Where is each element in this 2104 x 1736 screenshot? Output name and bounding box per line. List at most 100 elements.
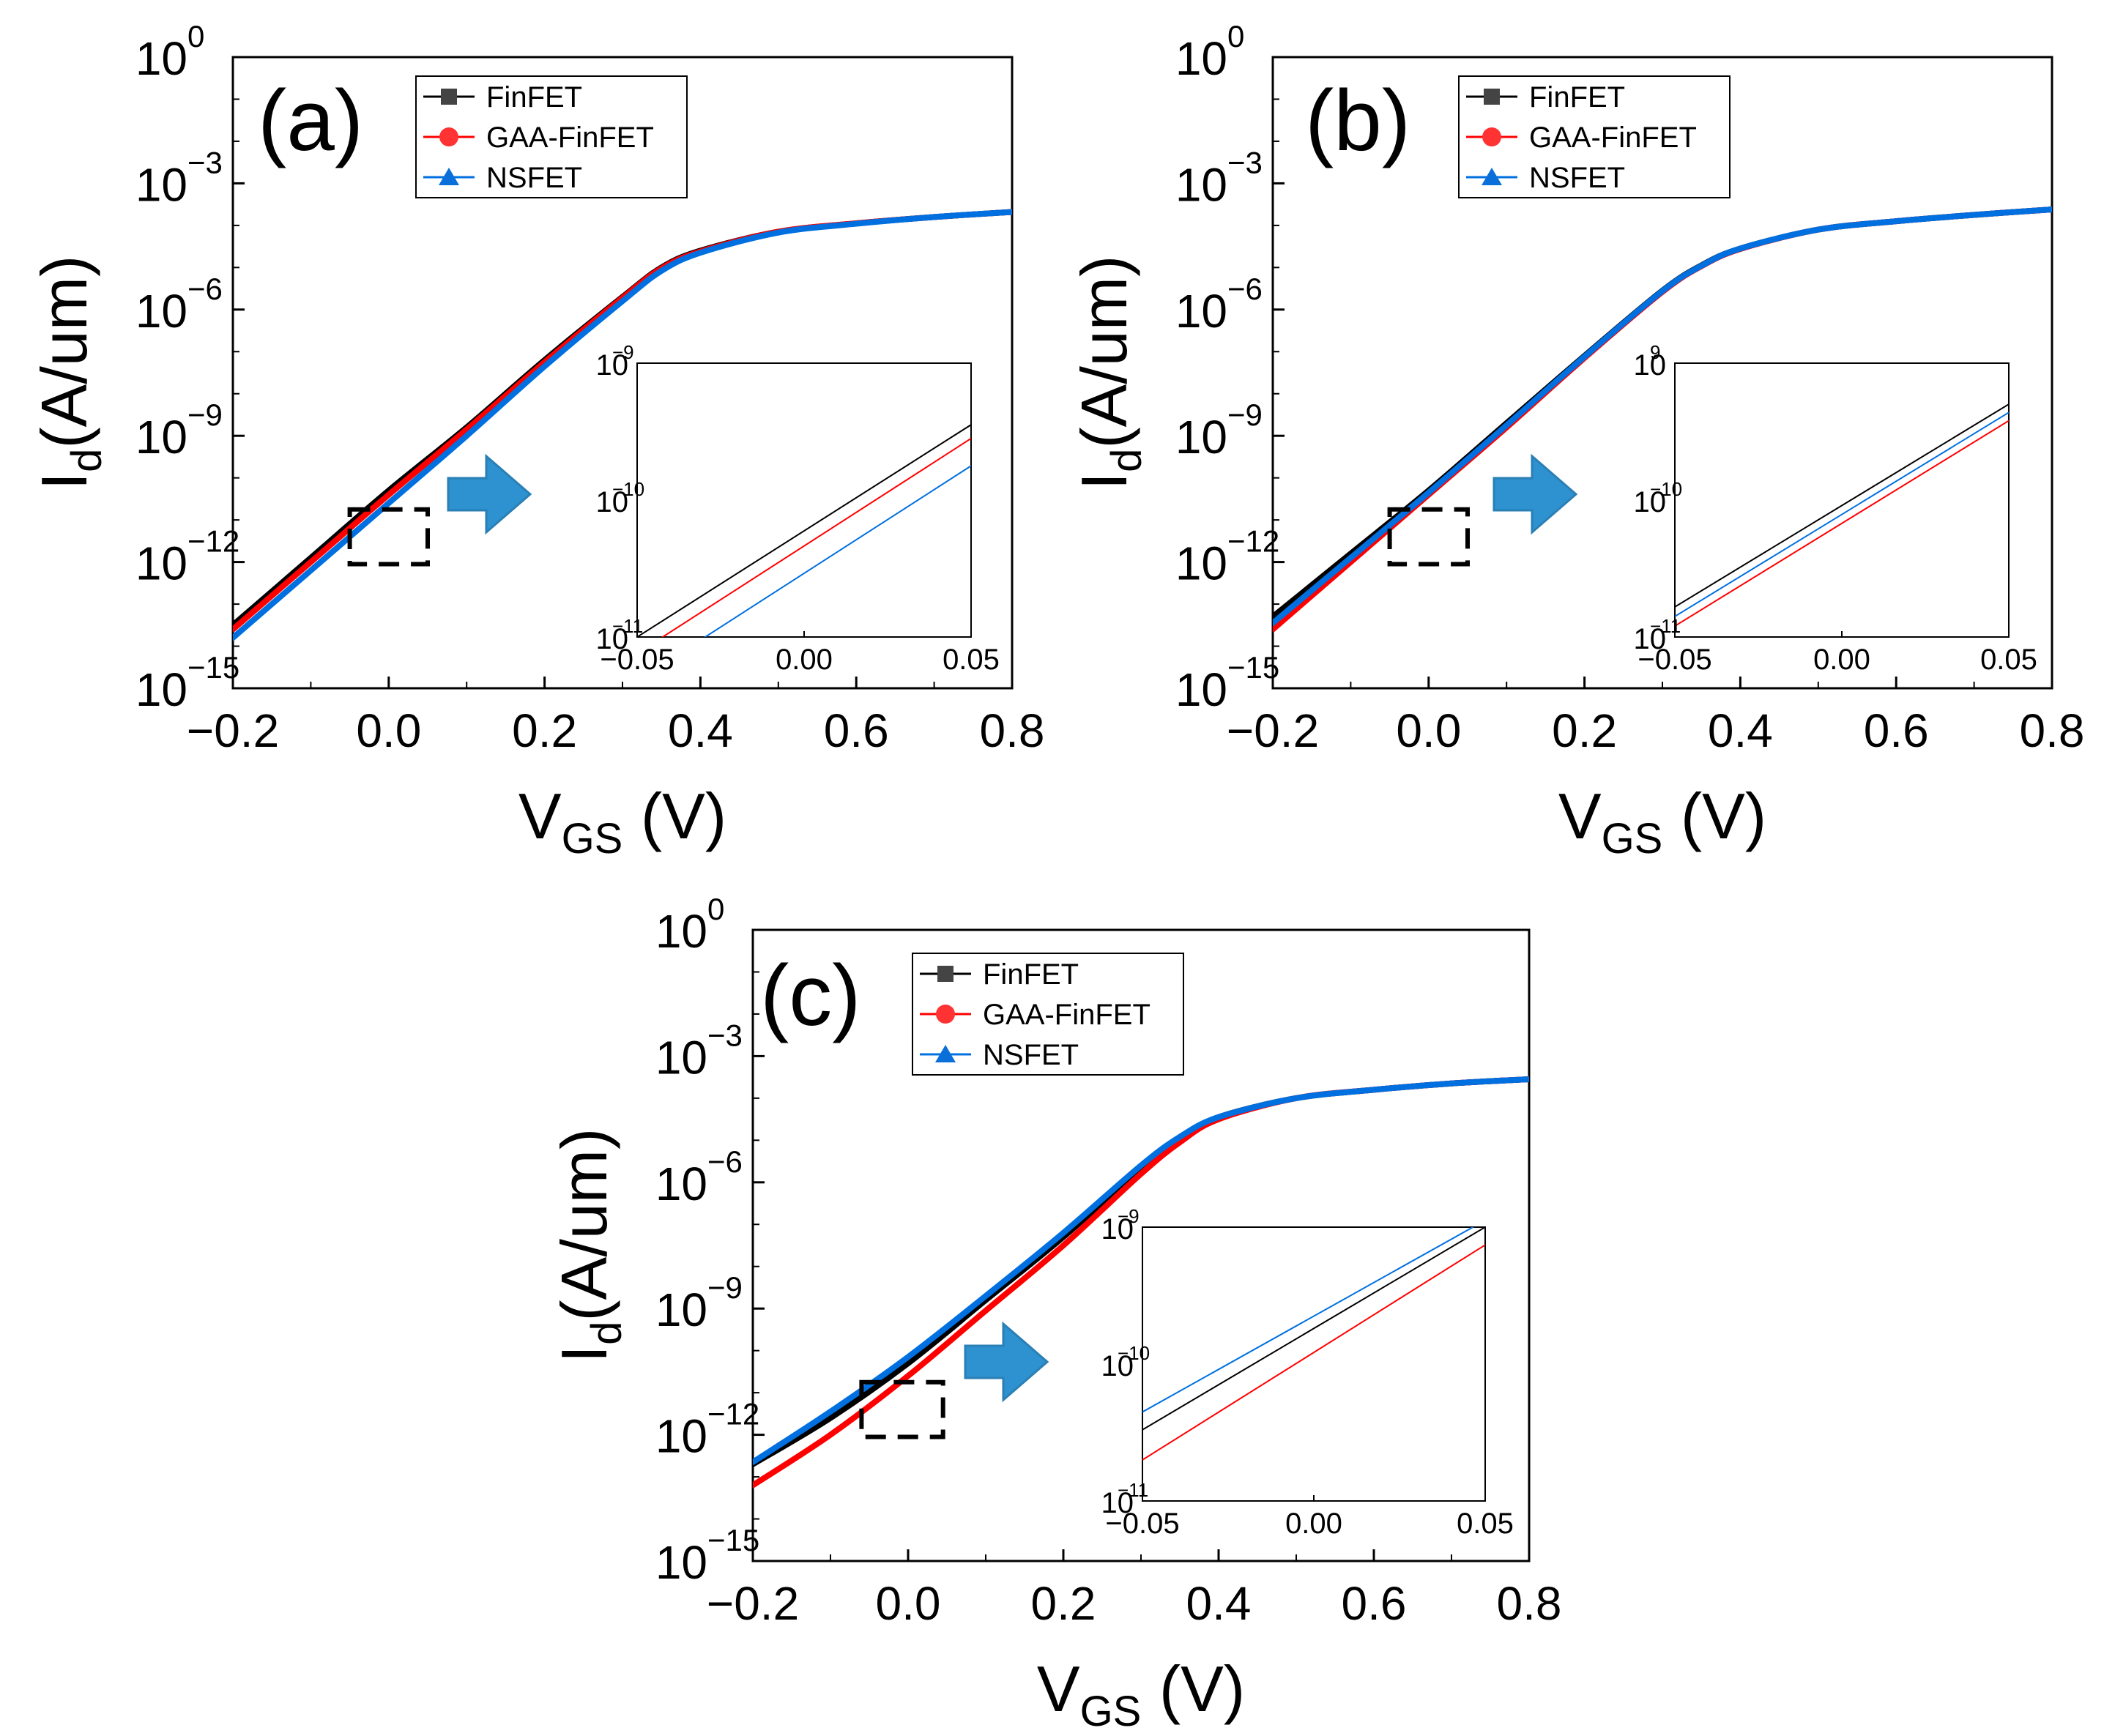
x-axis-title-main: V xyxy=(518,780,562,852)
inset-x-tick-label: 0.05 xyxy=(1457,1508,1514,1540)
inset-line-finfet xyxy=(1142,1227,1485,1431)
inset-x-tick-label: 0.05 xyxy=(1980,644,2037,676)
y-tick-label-base: 10 xyxy=(1175,158,1227,211)
series-line-nsfet xyxy=(233,209,1012,641)
y-axis-title: Id(A/um) xyxy=(1068,256,1150,491)
x-tick-label: 0.0 xyxy=(1396,704,1461,757)
inset-y-tick-base: 10 xyxy=(1101,1487,1134,1519)
y-tick-label-base: 10 xyxy=(655,1031,707,1084)
series-line-nsfet xyxy=(753,1076,1529,1465)
legend-marker-circle xyxy=(1482,127,1501,146)
x-axis-title-sub: GS xyxy=(1080,1688,1142,1735)
inset-y-tick-base: 10 xyxy=(596,349,629,381)
x-axis-title: VGS (V) xyxy=(518,780,726,863)
y-tick-label-exp: −9 xyxy=(707,1270,743,1305)
y-tick-label-exp: −15 xyxy=(707,1523,759,1557)
zoom-box xyxy=(859,1379,945,1439)
x-tick-label: 0.8 xyxy=(980,704,1045,757)
x-tick-label: 0.4 xyxy=(1186,1577,1252,1630)
inset-x-tick-label: 0.00 xyxy=(1285,1508,1342,1540)
y-tick-label-exp: −3 xyxy=(1227,145,1263,179)
inset-x-tick-label: −0.05 xyxy=(1638,644,1711,676)
inset-x-tick-label: 0.05 xyxy=(943,644,1000,676)
inset-y-tick-base: 10 xyxy=(1101,1350,1134,1382)
zoom-arrow-icon xyxy=(447,453,532,535)
y-tick-label-exp: −12 xyxy=(1227,524,1279,559)
y-tick-label-base: 10 xyxy=(135,663,187,716)
zoom-box xyxy=(1387,507,1470,567)
inset-frame xyxy=(636,362,972,638)
inset-frame xyxy=(1142,1226,1486,1502)
inset-y-tick-exp: −9 xyxy=(1118,1205,1140,1227)
legend-marker-square xyxy=(937,966,954,982)
x-tick-label: 0.4 xyxy=(1708,704,1773,757)
inset-y-tick-base: 10 xyxy=(1634,486,1667,518)
inset-series-group xyxy=(1142,1227,1485,1461)
legend-label: GAA-FinFET xyxy=(983,999,1150,1031)
x-axis-title: VGS (V) xyxy=(1037,1653,1245,1735)
y-axis-title-main: I xyxy=(28,472,100,490)
inset-y-tick-base: 10 xyxy=(596,623,629,655)
y-tick-label-exp: −9 xyxy=(1227,398,1263,432)
x-tick-label: −0.2 xyxy=(1227,704,1319,757)
y-tick-label-base: 10 xyxy=(135,537,187,590)
legend-label: GAA-FinFET xyxy=(486,122,654,154)
inset-y-tick-exp: −10 xyxy=(1650,478,1682,500)
inset-line-gaa-finfet xyxy=(661,438,971,637)
x-tick-label: −0.2 xyxy=(187,704,279,757)
y-axis-title-main: I xyxy=(548,1345,620,1363)
zoom-arrow-icon xyxy=(1492,453,1578,535)
y-axis-title-sub: d xyxy=(1103,449,1150,472)
x-axis-title-main: V xyxy=(1037,1653,1080,1725)
legend-marker-triangle xyxy=(1482,168,1502,185)
inset-line-nsfet xyxy=(704,465,971,637)
inset-x-tick-label: −0.05 xyxy=(1105,1508,1179,1540)
x-axis-title-unit: (V) xyxy=(1141,1653,1245,1725)
inset-y-tick-exp: −11 xyxy=(612,615,643,637)
x-tick-label: 0.8 xyxy=(2020,704,2085,757)
y-tick-label-base: 10 xyxy=(1175,285,1227,338)
inset-y-tick-exp: 9 xyxy=(1650,341,1660,363)
legend-marker-square xyxy=(1484,89,1500,105)
inset-y-tick-exp: −11 xyxy=(1118,1479,1148,1501)
x-tick-label: 0.8 xyxy=(1497,1577,1562,1630)
inset-y-tick-exp: −10 xyxy=(1118,1342,1150,1364)
x-tick-label: 0.0 xyxy=(356,704,421,757)
zoom-box xyxy=(347,507,431,567)
inset-x-tick-label: 0.00 xyxy=(776,644,833,676)
legend-marker-square xyxy=(441,89,457,105)
inset-y-tick-base: 10 xyxy=(1634,349,1667,381)
inset-line-nsfet xyxy=(1142,1227,1475,1413)
inset-y-tick-exp: −10 xyxy=(612,478,644,500)
legend-label: FinFET xyxy=(486,81,582,113)
y-tick-label-exp: −9 xyxy=(187,398,223,432)
legend-label: GAA-FinFET xyxy=(1529,122,1697,154)
y-axis-title-unit: (A/um) xyxy=(28,256,100,449)
x-axis-title-unit: (V) xyxy=(1662,780,1766,852)
inset-y-tick-exp: −9 xyxy=(612,341,634,363)
y-axis-title-sub: d xyxy=(583,1322,631,1345)
y-tick-label-base: 10 xyxy=(1175,411,1227,463)
y-axis-title-unit: (A/um) xyxy=(1068,256,1140,449)
inset-series-group xyxy=(637,424,971,637)
legend-marker-triangle xyxy=(439,168,459,185)
panel-label: (a) xyxy=(258,72,363,169)
y-axis-title-sub: d xyxy=(63,449,111,472)
y-tick-label-base: 10 xyxy=(1175,32,1227,85)
y-tick-label-base: 10 xyxy=(135,285,187,338)
y-axis-title-unit: (A/um) xyxy=(548,1128,620,1322)
y-tick-label-exp: −6 xyxy=(1227,272,1263,306)
legend-marker-circle xyxy=(936,1005,955,1024)
x-axis-title: VGS (V) xyxy=(1558,780,1766,863)
panel-label: (b) xyxy=(1305,72,1410,169)
x-tick-label: 0.2 xyxy=(512,704,577,757)
inset-x-tick-label: −0.05 xyxy=(600,644,674,676)
x-tick-label: 0.2 xyxy=(1552,704,1617,757)
x-axis-title-unit: (V) xyxy=(622,780,726,852)
legend-label: NSFET xyxy=(486,162,582,194)
x-tick-label: 0.4 xyxy=(668,704,733,757)
y-tick-label-base: 10 xyxy=(655,1284,707,1336)
